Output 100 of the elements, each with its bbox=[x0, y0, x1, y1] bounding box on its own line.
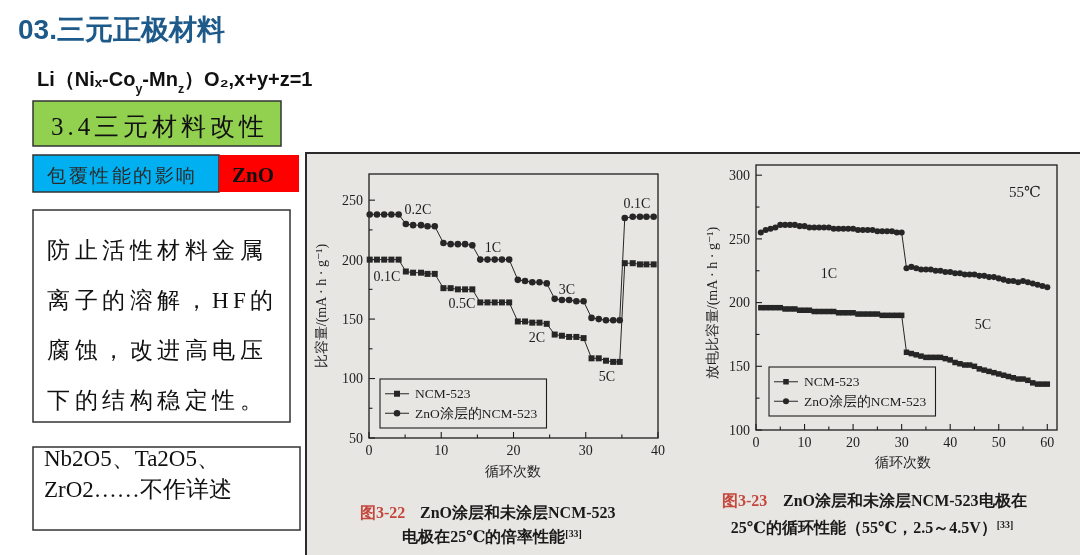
point bbox=[1000, 372, 1007, 378]
point bbox=[636, 261, 643, 268]
point bbox=[864, 226, 871, 234]
point bbox=[629, 213, 637, 221]
point bbox=[981, 367, 987, 373]
point bbox=[947, 357, 953, 363]
point bbox=[440, 239, 447, 247]
annotation: 0.2C bbox=[404, 202, 432, 217]
point bbox=[498, 256, 506, 263]
point bbox=[1029, 280, 1036, 287]
point bbox=[395, 211, 402, 218]
point bbox=[898, 229, 905, 236]
point bbox=[588, 355, 595, 362]
point bbox=[610, 358, 617, 365]
text: 包覆性能的影响 bbox=[47, 165, 198, 186]
y-tick-label: 100 bbox=[342, 371, 363, 387]
x-tick-label: 30 bbox=[578, 443, 593, 458]
point bbox=[616, 358, 623, 365]
y-tick-label: 200 bbox=[729, 295, 750, 311]
point bbox=[469, 286, 476, 293]
point bbox=[792, 306, 798, 312]
point bbox=[1015, 376, 1021, 382]
point bbox=[1044, 381, 1051, 387]
point bbox=[565, 296, 573, 304]
point bbox=[514, 318, 521, 325]
point bbox=[845, 225, 852, 232]
point bbox=[373, 256, 380, 263]
point bbox=[424, 270, 431, 277]
point bbox=[469, 242, 476, 249]
point bbox=[491, 256, 499, 263]
point bbox=[588, 314, 595, 322]
point bbox=[551, 295, 558, 303]
point bbox=[918, 353, 924, 359]
point bbox=[922, 266, 929, 273]
text: ZnO bbox=[232, 163, 275, 187]
point bbox=[536, 278, 543, 286]
point bbox=[521, 277, 529, 285]
point bbox=[566, 333, 573, 340]
caption: 图3-23 bbox=[722, 492, 768, 509]
point bbox=[602, 316, 610, 324]
point bbox=[859, 226, 866, 234]
point bbox=[462, 286, 469, 293]
point bbox=[990, 274, 997, 281]
legend-label: NCM-523 bbox=[415, 386, 471, 402]
point bbox=[995, 371, 1002, 377]
point bbox=[782, 306, 788, 312]
point bbox=[477, 299, 484, 306]
point bbox=[440, 285, 447, 292]
point bbox=[461, 240, 469, 248]
point bbox=[884, 228, 891, 235]
point bbox=[366, 211, 374, 218]
point bbox=[913, 352, 919, 358]
point bbox=[522, 318, 529, 325]
x-axis-title: 循环次数 bbox=[875, 455, 931, 470]
point bbox=[1044, 284, 1051, 291]
point bbox=[952, 270, 959, 277]
point bbox=[796, 223, 803, 230]
point bbox=[609, 316, 617, 324]
point bbox=[543, 280, 551, 287]
point bbox=[558, 296, 566, 304]
point bbox=[506, 299, 513, 306]
point bbox=[409, 221, 417, 229]
point bbox=[786, 221, 794, 228]
point bbox=[985, 274, 993, 281]
y-tick-label: 250 bbox=[342, 193, 363, 209]
point bbox=[650, 213, 657, 221]
x-axis-title: 循环次数 bbox=[485, 464, 541, 479]
annotation: 5C bbox=[598, 369, 616, 384]
point bbox=[962, 362, 968, 368]
point bbox=[782, 221, 789, 228]
point bbox=[395, 256, 402, 263]
x-tick-label: 10 bbox=[434, 443, 449, 458]
point bbox=[1034, 381, 1041, 387]
point bbox=[1019, 277, 1027, 284]
point bbox=[402, 220, 410, 228]
annotation: 1C bbox=[484, 240, 502, 255]
point bbox=[850, 310, 856, 316]
annotation: 55℃ bbox=[1009, 184, 1041, 200]
y-axis-title: 比容量/(mA · h · g⁻¹) bbox=[314, 243, 330, 369]
point bbox=[629, 260, 636, 267]
x-tick-label: 40 bbox=[651, 443, 665, 458]
point bbox=[961, 271, 968, 278]
point bbox=[1029, 380, 1036, 386]
point bbox=[573, 333, 580, 340]
point bbox=[388, 256, 395, 263]
point bbox=[1025, 377, 1031, 384]
point bbox=[580, 297, 587, 305]
point bbox=[454, 286, 461, 293]
point bbox=[498, 299, 505, 306]
point bbox=[573, 297, 580, 305]
x-tick-label: 50 bbox=[991, 435, 1006, 450]
point bbox=[381, 256, 388, 263]
point bbox=[650, 261, 657, 268]
point bbox=[373, 211, 381, 218]
point bbox=[820, 224, 828, 231]
y-tick-label: 150 bbox=[729, 359, 750, 375]
point bbox=[454, 240, 462, 248]
legend-label: ZnO涂层的NCM-523 bbox=[804, 393, 927, 409]
point bbox=[491, 299, 498, 306]
point bbox=[966, 362, 973, 368]
